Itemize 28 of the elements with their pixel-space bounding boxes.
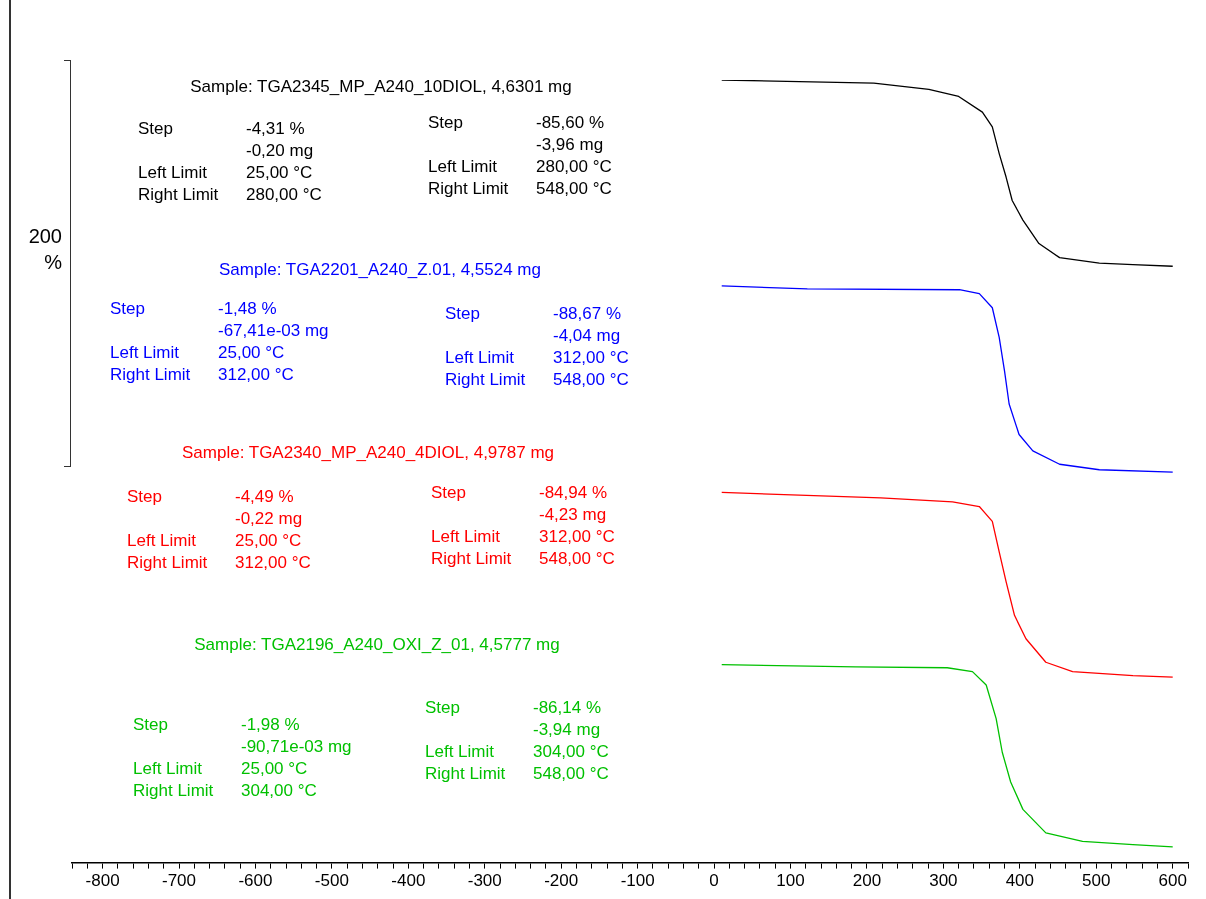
x-tick-label: 500 [1082, 871, 1111, 891]
x-tick-label: -400 [391, 871, 426, 891]
x-tick-label: 0 [709, 871, 719, 891]
x-tick-label: 300 [929, 871, 958, 891]
text: Step -4,49 % -0,22 mg Left Limit 25,00 °C Right Limit 312,00 °C [127, 487, 311, 572]
text: Step -88,67 % -4,04 mg Left Limit 312,00 °C Right Limit 548,00 °C [445, 304, 629, 389]
text: Step -1,48 % -67,41e-03 mg Left Limit 25,00 °C Right Limit 312,00 °C [110, 299, 329, 384]
x-tick-label: -200 [544, 871, 579, 891]
text: Step -4,31 % -0,20 mg Left Limit 25,00 °C Right Limit 280,00 °C [138, 119, 322, 204]
x-tick-label: -800 [85, 871, 120, 891]
text: Sample: TGA2196_A240_OXI_Z_01, 4,5777 mg [194, 634, 560, 656]
text: Step -86,14 % -3,94 mg Left Limit 304,00 °C Right Limit 548,00 °C [425, 698, 609, 783]
x-tick-label: -600 [238, 871, 273, 891]
text: Sample: TGA2340_MP_A240_4DIOL, 4,9787 mg [181, 442, 555, 464]
text: Sample: TGA2201_A240_Z.01, 4,5524 mg [219, 259, 541, 281]
x-tick-label: 600 [1158, 871, 1187, 891]
x-tick-label: 400 [1005, 871, 1035, 891]
text: Step -85,60 % -3,96 mg Left Limit 280,00 °C Right Limit 548,00 °C [428, 113, 612, 198]
text: Step -1,98 % -90,71e-03 mg Left Limit 25,00 °C Right Limit 304,00 °C [133, 715, 352, 800]
text: 200 % [27, 224, 62, 275]
x-tick-label: 100 [776, 871, 805, 891]
x-tick-label: -500 [314, 871, 349, 891]
x-tick-label: 200 [852, 871, 882, 891]
text: Sample: TGA2345_MP_A240_10DIOL, 4,6301 mg [190, 76, 572, 98]
x-tick-label: -100 [620, 871, 655, 891]
text: Step -84,94 % -4,23 mg Left Limit 312,00 °C Right Limit 548,00 °C [431, 483, 615, 568]
x-tick-label: -700 [162, 871, 197, 891]
x-tick-label: -300 [467, 871, 502, 891]
